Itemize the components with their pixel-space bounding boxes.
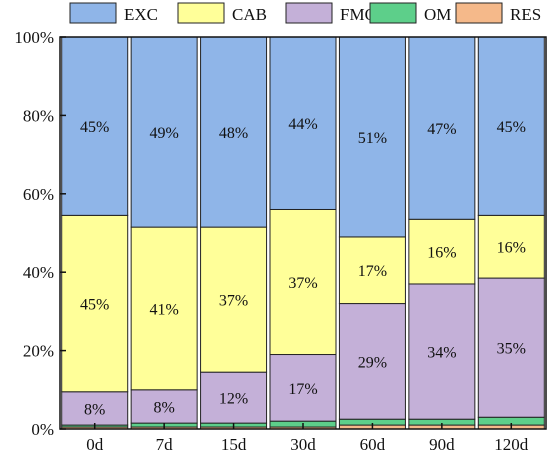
bar-exc-120d [477, 36, 545, 216]
bar-fmo-90d [408, 283, 476, 420]
bars [61, 36, 545, 430]
y-tick-label: 60% [23, 185, 54, 204]
data-label-fmo-0d: 8% [84, 401, 105, 418]
y-tick-label: 0% [31, 420, 54, 439]
data-label-fmo-90d: 34% [427, 345, 456, 362]
bar-fmo-60d [338, 303, 406, 420]
data-label-cab-30d: 37% [288, 275, 317, 292]
x-tick-label: 120d [494, 435, 529, 454]
y-tick-label: 100% [14, 28, 54, 47]
legend-label-res: RES [510, 5, 541, 24]
legend-label-exc: EXC [124, 5, 158, 24]
data-label-cab-7d: 41% [149, 301, 178, 318]
data-label-fmo-30d: 17% [288, 381, 317, 398]
data-label-cab-120d: 16% [497, 240, 526, 257]
bar-exc-90d [408, 36, 476, 220]
data-labels: 8% 45% 45% 8% 41% 49% 12% 37% 48% 17% 37% 44% 29% 17%… [80, 116, 526, 418]
bar-cab-7d [130, 226, 198, 391]
data-label-exc-120d: 45% [497, 119, 526, 136]
data-label-cab-60d: 17% [358, 263, 387, 280]
bar-exc-30d [269, 36, 337, 210]
bar-cab-0d [61, 214, 129, 393]
legend-swatch-cab [177, 2, 225, 24]
data-label-fmo-7d: 8% [153, 399, 174, 416]
bar-fmo-0d [61, 391, 129, 426]
bar-fmo-120d [477, 277, 545, 418]
x-axis: 0d 7d 15d 30d 60d 90d 120d [86, 423, 529, 454]
data-label-fmo-15d: 12% [219, 391, 248, 408]
bar-fmo-15d [200, 371, 268, 424]
legend-swatch-exc [69, 2, 117, 24]
data-label-exc-15d: 48% [219, 125, 248, 142]
y-tick-label: 80% [23, 106, 54, 125]
bar-fmo-7d [130, 389, 198, 424]
legend-swatch-res [455, 2, 503, 24]
legend-label-om: OM [424, 5, 451, 24]
bar-fmo-30d [269, 354, 337, 422]
x-tick-label: 15d [221, 435, 247, 454]
x-tick-label: 60d [360, 435, 386, 454]
legend: EXC CAB FMO OM RES [69, 2, 541, 24]
bar-exc-15d [200, 36, 268, 228]
y-tick-label: 20% [23, 342, 54, 361]
legend-label-cab: CAB [232, 5, 267, 24]
x-tick-label: 30d [290, 435, 316, 454]
data-label-exc-90d: 47% [427, 121, 456, 138]
bar-cab-60d [338, 236, 406, 305]
data-label-exc-30d: 44% [288, 116, 317, 133]
data-label-fmo-60d: 29% [358, 354, 387, 371]
bar-exc-60d [338, 36, 406, 238]
bar-exc-7d [130, 36, 198, 228]
x-tick-label: 0d [86, 435, 104, 454]
y-axis: 0% 20% 40% 60% 80% 100% [14, 28, 66, 439]
bar-cab-15d [200, 226, 268, 373]
bar-cab-30d [269, 208, 337, 356]
data-label-cab-15d: 37% [219, 293, 248, 310]
legend-label-fmo: FMO [340, 5, 377, 24]
data-label-cab-90d: 16% [427, 245, 456, 262]
legend-swatch-om [369, 2, 417, 24]
bar-cab-120d [477, 214, 545, 279]
data-label-exc-7d: 49% [149, 125, 178, 142]
x-tick-label: 90d [429, 435, 455, 454]
data-label-cab-0d: 45% [80, 297, 109, 314]
y-tick-label: 40% [23, 263, 54, 282]
data-label-exc-60d: 51% [358, 130, 387, 147]
data-label-fmo-120d: 35% [497, 341, 526, 358]
legend-swatch-fmo [285, 2, 333, 24]
data-label-exc-0d: 45% [80, 119, 109, 136]
x-tick-label: 7d [156, 435, 174, 454]
